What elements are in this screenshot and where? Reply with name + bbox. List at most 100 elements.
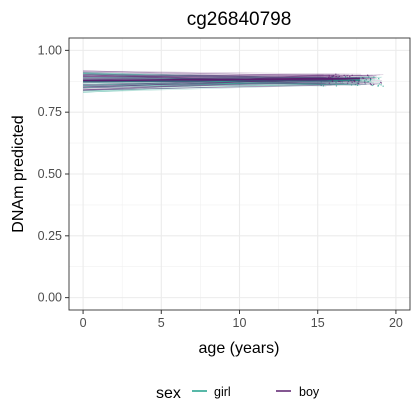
trajectory-line (83, 74, 330, 77)
data-point (339, 81, 341, 83)
data-point (369, 78, 372, 80)
data-point (352, 80, 355, 82)
data-point (335, 81, 337, 84)
trajectory-line (83, 82, 374, 91)
trajectory-line (83, 73, 329, 78)
x-axis: 0 5 10 15 20 (80, 310, 403, 330)
trajectory-line (83, 82, 357, 87)
data-point (335, 73, 337, 75)
data-point (369, 82, 372, 85)
trajectory-line (83, 76, 340, 79)
data-point (346, 75, 348, 77)
trajectory-line (83, 79, 375, 89)
data-layer (83, 70, 384, 93)
data-point (373, 76, 375, 78)
series-mean-line (83, 79, 360, 83)
trajectory-line (83, 70, 343, 77)
trajectory-line (83, 72, 336, 85)
trajectory-line (83, 74, 339, 76)
y-axis-title: DNAm predicted (10, 115, 27, 232)
legend-label-boy: boy (299, 385, 320, 399)
data-point (372, 84, 374, 87)
data-point (351, 81, 353, 83)
trajectory-line (83, 84, 332, 91)
data-point (380, 84, 382, 86)
trajectory-line (83, 75, 344, 78)
legend-title: sex (156, 385, 181, 402)
trajectory-line (83, 78, 369, 88)
trajectory-line (83, 84, 365, 86)
trajectory-line (83, 80, 329, 90)
trajectory-line (83, 77, 370, 91)
data-point (364, 83, 366, 85)
data-point (328, 75, 330, 77)
data-point (377, 77, 380, 80)
trajectory-line (83, 82, 332, 85)
trajectory-line (83, 80, 362, 90)
data-point (322, 85, 325, 87)
data-point (331, 75, 333, 77)
data-point (335, 75, 337, 78)
x-tick-label: 5 (158, 316, 165, 330)
data-point (365, 79, 368, 81)
x-tick-label: 0 (80, 316, 87, 330)
trajectory-line (83, 77, 376, 88)
data-point (378, 83, 381, 85)
x-axis-title: age (years) (199, 340, 280, 357)
legend-item-girl: girl (192, 385, 231, 399)
legend: sex girl boy (156, 385, 320, 402)
data-point (343, 74, 345, 77)
data-point (320, 84, 322, 87)
data-point (380, 81, 382, 84)
data-point (331, 79, 334, 81)
trajectory-line (83, 74, 340, 87)
data-point (357, 82, 360, 85)
data-point (344, 76, 347, 78)
data-point (338, 80, 340, 83)
chart-title: cg26840798 (187, 9, 292, 30)
data-point (350, 84, 353, 86)
trajectory-line (83, 76, 334, 81)
series-mean-line (83, 77, 360, 82)
data-point (350, 80, 352, 82)
data-point (331, 80, 334, 83)
trajectory-line (83, 77, 326, 80)
data-point (369, 79, 371, 81)
trajectory-line (83, 83, 349, 88)
data-point (364, 80, 366, 82)
trajectory-line (83, 80, 362, 88)
legend-label-girl: girl (214, 385, 231, 399)
data-point (341, 81, 343, 83)
data-point (346, 82, 349, 84)
trajectory-line (83, 83, 349, 92)
data-point (366, 74, 369, 76)
trajectory-line (83, 75, 377, 77)
series-boy (83, 70, 384, 92)
trajectory-line (83, 75, 377, 78)
trajectory-line (83, 72, 363, 77)
data-point (367, 81, 369, 83)
data-point (370, 84, 372, 86)
x-tick-label: 15 (311, 316, 325, 330)
trajectory-line (83, 79, 370, 85)
data-point (354, 83, 357, 86)
data-point (328, 82, 331, 84)
plot-panel (68, 37, 411, 311)
trajectory-line (83, 83, 368, 91)
trajectory-line (83, 84, 378, 91)
y-tick-label: 0.75 (38, 105, 62, 119)
data-point (364, 81, 366, 83)
trajectory-line (83, 70, 362, 75)
trajectory-line (83, 82, 382, 86)
trajectory-line (83, 76, 359, 81)
data-point (361, 77, 364, 79)
trajectory-line (83, 72, 358, 79)
data-point (353, 79, 356, 82)
data-point (338, 75, 341, 78)
trajectory-line (83, 74, 331, 77)
trajectory-line (83, 80, 345, 86)
trajectory-line (83, 74, 339, 79)
trajectory-line (83, 83, 345, 88)
data-point (377, 85, 379, 87)
